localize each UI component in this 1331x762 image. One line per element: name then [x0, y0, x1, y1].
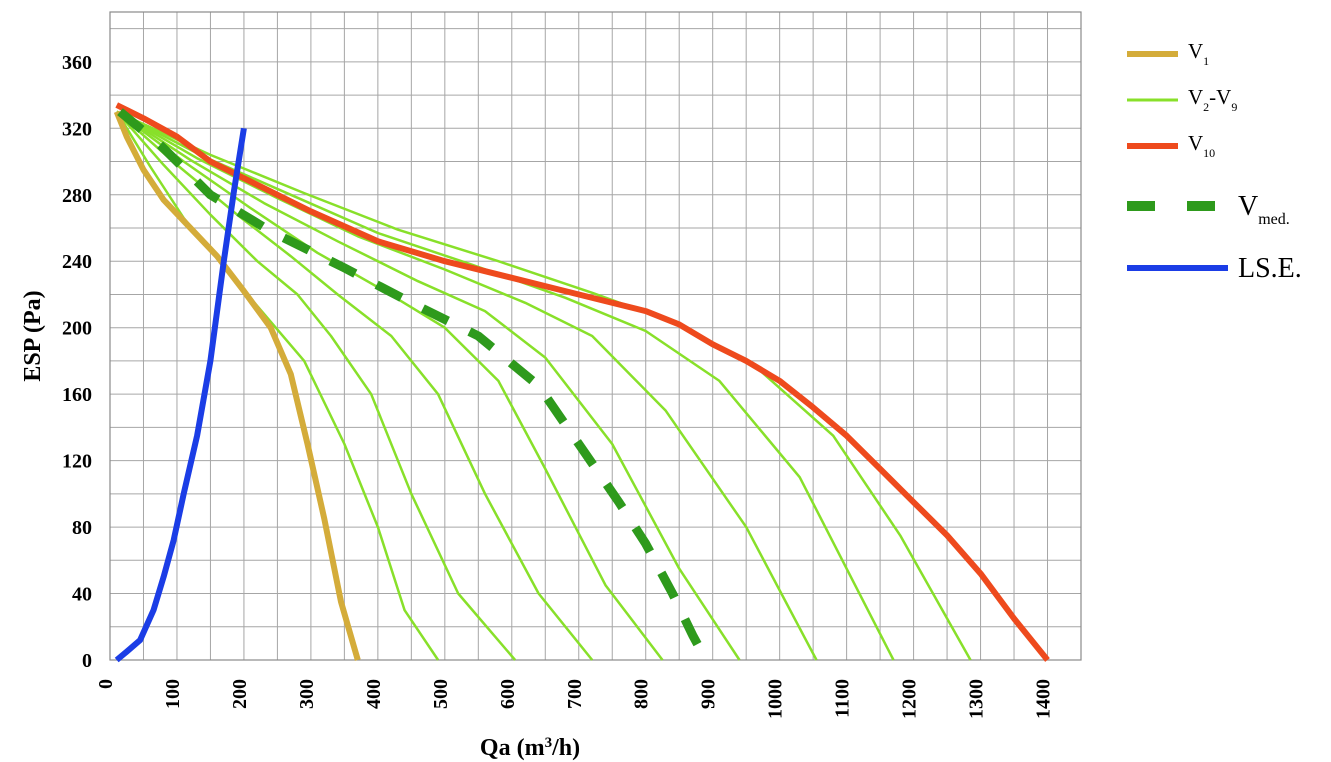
y-tick-label: 320	[62, 118, 92, 140]
y-tick-label: 40	[72, 584, 92, 606]
series-line-v1	[113, 110, 361, 661]
x-tick-label: 0	[95, 679, 117, 689]
series-line-vmed	[117, 108, 710, 663]
x-tick-label: 900	[698, 679, 720, 709]
x-tick-label: 400	[363, 679, 385, 709]
x-tick-label: 200	[229, 679, 251, 709]
y-tick-label: 280	[62, 185, 92, 207]
legend-label-lse: LS.E.	[1238, 253, 1302, 284]
legend-label-vmed: Vmed.	[1238, 191, 1290, 228]
legend-label-main: V	[1238, 191, 1258, 222]
x-tick-label: 100	[162, 679, 184, 709]
series-line-v2-v9-5	[116, 110, 741, 661]
series-line-v2-v9-2	[115, 110, 517, 661]
y-tick-label: 240	[62, 251, 92, 273]
x-axis-title-tail: /h)	[551, 735, 580, 761]
legend-label-v2-v9: V2-V9	[1188, 85, 1237, 114]
series-line-v2-v9-8	[116, 110, 972, 661]
x-tick-label: 700	[564, 679, 586, 709]
x-tick-label: 1000	[765, 679, 787, 719]
y-tick-label: 360	[62, 52, 92, 74]
legend-label-main: V	[1188, 39, 1203, 63]
plot-frame	[109, 11, 1082, 661]
x-tick-label: 300	[296, 679, 318, 709]
x-tick-label: 1100	[832, 679, 854, 718]
series-line-lse	[114, 127, 247, 663]
tick-labels: 0 40 80 120 160 200 240 280 320 360 0 100 200 300 400 5…	[62, 52, 1055, 719]
legend-label-main: V	[1188, 131, 1203, 155]
x-tick-label: 500	[430, 679, 452, 709]
series-lines	[113, 102, 1050, 663]
series-line-v2-v9-1	[115, 111, 440, 661]
x-tick-label: 1300	[966, 679, 988, 719]
x-tick-label: 600	[497, 679, 519, 709]
y-tick-label: 80	[72, 517, 92, 539]
legend-label-main: LS.E.	[1238, 253, 1302, 284]
legend-label-v10: V10	[1188, 131, 1215, 160]
x-axis-title-main: Qa (m	[480, 735, 545, 761]
legend-label-sub: 10	[1203, 146, 1215, 160]
gridlines	[110, 12, 1081, 660]
legend-label-sub: 2	[1203, 100, 1209, 114]
y-tick-label: 120	[62, 451, 92, 473]
legend-label-tail-sub: 9	[1231, 100, 1237, 114]
x-axis-title: Qa (m3/h)	[480, 735, 580, 761]
y-axis-title: ESP (Pa)	[20, 290, 46, 381]
series-line-v2-v9-4	[115, 110, 664, 661]
legend-label-sub: 1	[1203, 54, 1209, 68]
legend-label-sub: med.	[1258, 211, 1290, 228]
y-tick-label: 200	[62, 318, 92, 340]
y-tick-label: 0	[82, 650, 92, 672]
legend-label-tail: -V	[1209, 85, 1231, 109]
y-tick-label: 160	[62, 384, 92, 406]
x-tick-label: 1200	[899, 679, 921, 719]
legend-label-main: V	[1188, 85, 1203, 109]
x-tick-label: 1400	[1033, 679, 1055, 719]
x-axis-title-sup: 3	[545, 735, 553, 751]
legend-label-v1: V1	[1188, 39, 1209, 68]
x-tick-label: 800	[631, 679, 653, 709]
